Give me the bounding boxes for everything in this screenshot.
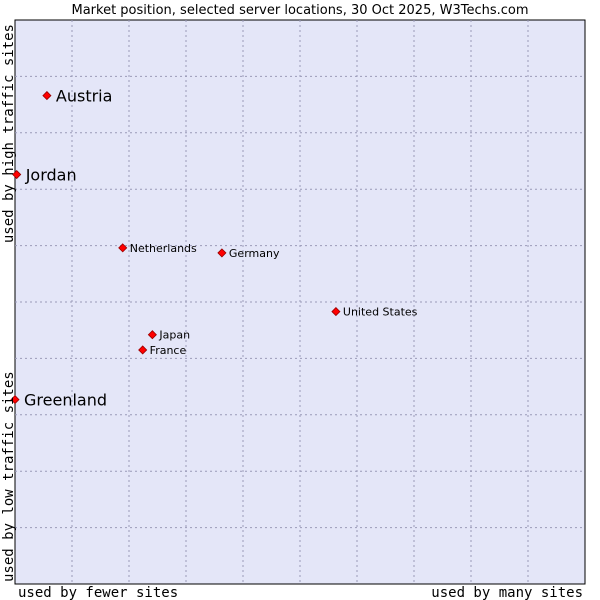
point-label: Austria [56,87,113,106]
y-axis-label-top: used by high traffic sites [1,24,17,243]
point-label: Japan [158,329,190,342]
chart-title: Market position, selected server locatio… [71,3,528,18]
data-points: Austria Jordan Netherlands Germany United St… [10,87,418,410]
point-marker [147,330,157,340]
point-label: United States [343,306,418,319]
x-axis-label-left: used by fewer sites [18,585,178,600]
point-marker [118,243,128,253]
point-marker [331,307,341,317]
point-netherlands: Netherlands [118,242,197,255]
point-germany: Germany [217,247,280,260]
point-marker [138,345,148,355]
grid [15,20,585,584]
point-marker [217,248,227,258]
point-label: Greenland [24,391,107,410]
point-label: Jordan [25,166,77,185]
point-label: Germany [229,247,280,260]
point-label: Netherlands [130,242,197,255]
point-greenland: Greenland [10,391,107,410]
point-jordan: Jordan [12,166,77,185]
point-france: France [138,344,187,357]
point-marker [12,169,22,180]
point-marker [10,395,20,405]
point-label: France [150,344,187,357]
x-axis-label-right: used by many sites [431,585,583,600]
point-united-states: United States [331,306,418,319]
point-marker [42,91,52,101]
point-japan: Japan [147,329,190,342]
y-axis-label-bottom: used by low traffic sites [1,371,17,582]
point-austria: Austria [42,87,113,106]
